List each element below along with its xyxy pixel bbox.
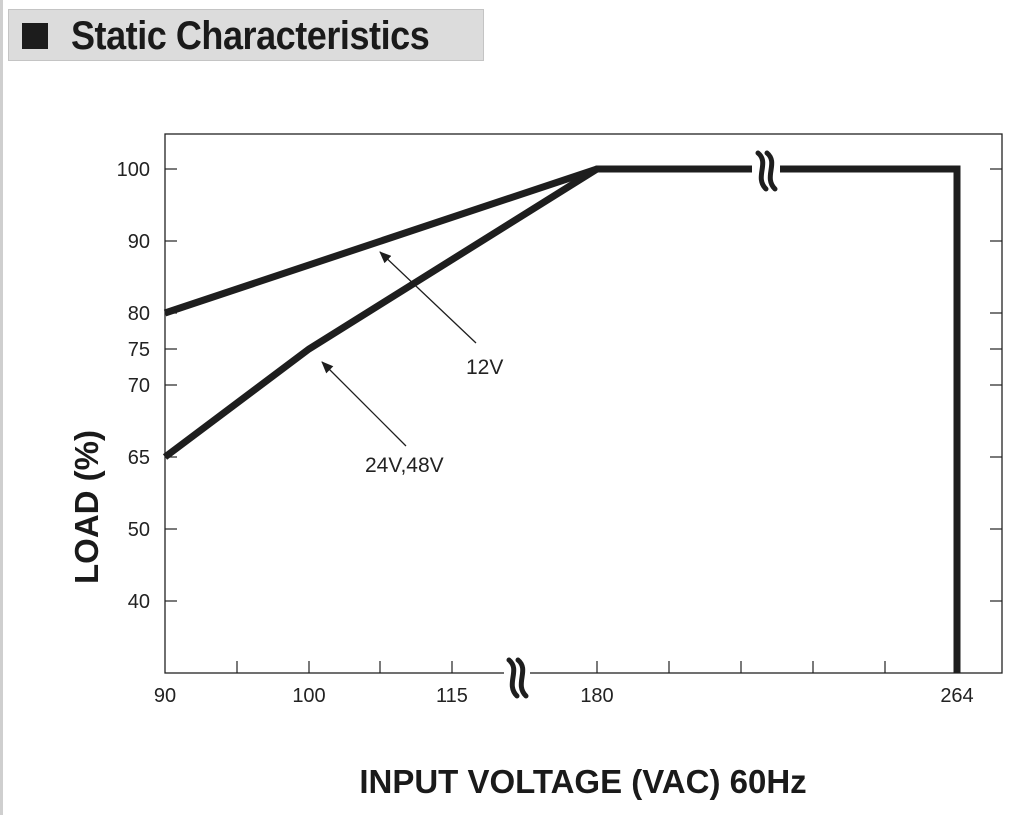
y-tick-label: 40 bbox=[128, 591, 150, 613]
axis-ticks bbox=[165, 168, 1002, 673]
y-tick-label: 75 bbox=[128, 339, 150, 361]
series-label-24v-48v: 24V,48V bbox=[365, 454, 444, 477]
data-curves bbox=[162, 165, 961, 673]
plot-border bbox=[164, 133, 1003, 674]
y-tick-label: 50 bbox=[128, 519, 150, 541]
x-axis-break-mark bbox=[515, 657, 529, 699]
x-tick-label: 100 bbox=[292, 685, 325, 707]
series-annotations: 12V 24V,48V bbox=[321, 251, 503, 477]
y-axis-title: LOAD (%) bbox=[68, 430, 105, 584]
y-tick-label: 90 bbox=[128, 231, 150, 253]
y-tick-label: 65 bbox=[128, 447, 150, 469]
series-line bbox=[163, 165, 961, 673]
square-bullet-icon bbox=[22, 23, 48, 49]
y-tick-label: 70 bbox=[128, 375, 150, 397]
page-left-border bbox=[0, 0, 3, 815]
break-gap bbox=[752, 158, 780, 180]
x-axis-title: INPUT VOLTAGE (VAC) 60Hz bbox=[359, 763, 806, 800]
axis-break-marks bbox=[504, 150, 780, 699]
annotation-arrow bbox=[379, 251, 477, 344]
top-break-mark bbox=[764, 150, 778, 192]
section-title: Static Characteristics bbox=[71, 14, 430, 58]
top-break-mark bbox=[755, 150, 769, 192]
y-tick-label: 100 bbox=[117, 159, 150, 181]
series-label-12v: 12V bbox=[466, 356, 503, 379]
axis-tick-labels: 40 50 65 70 75 80 90 100 90 100 115 180 264 bbox=[117, 159, 974, 707]
break-gap bbox=[504, 662, 530, 686]
series-line bbox=[162, 165, 961, 673]
x-tick-label: 115 bbox=[436, 685, 468, 707]
plot-frame bbox=[164, 133, 1003, 674]
x-tick-label: 180 bbox=[580, 685, 613, 707]
x-tick-label: 90 bbox=[154, 685, 176, 707]
annotation-arrow bbox=[321, 361, 407, 447]
section-header: Static Characteristics bbox=[8, 9, 484, 61]
y-tick-label: 80 bbox=[128, 303, 150, 325]
x-tick-label: 264 bbox=[940, 685, 973, 707]
x-axis-break-mark bbox=[506, 657, 520, 699]
